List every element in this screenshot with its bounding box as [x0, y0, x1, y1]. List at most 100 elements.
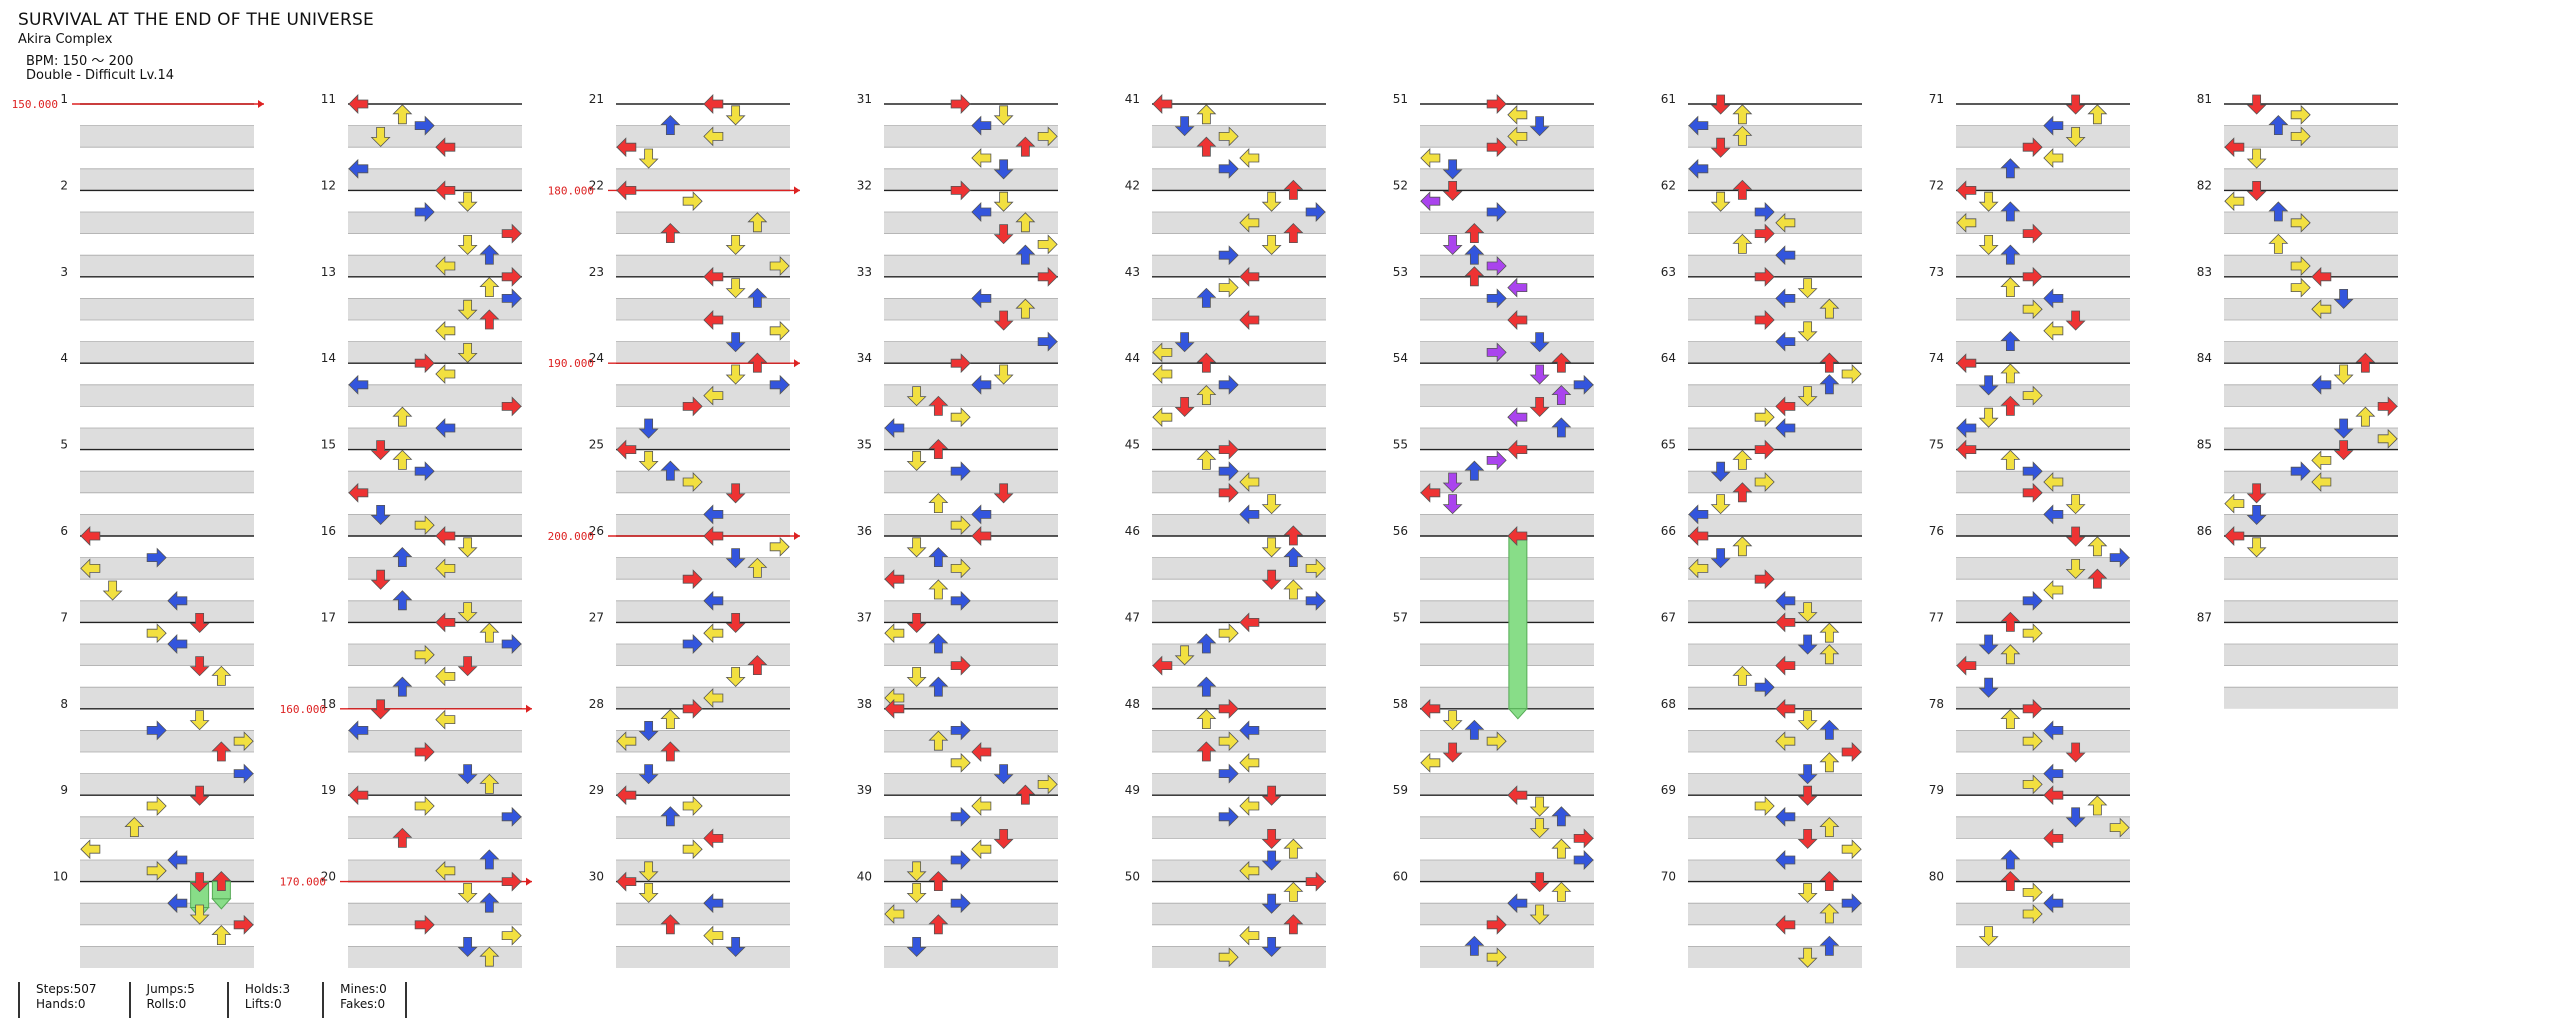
arrow-note [2000, 158, 2021, 179]
arrow-shape [1551, 385, 1572, 406]
arrow-note [2000, 709, 2021, 729]
arrow-shape [392, 449, 413, 470]
measure-number: 74 [1929, 351, 1944, 365]
arrow-shape [2043, 720, 2064, 741]
arrow-shape [2109, 547, 2130, 568]
beat-band [80, 514, 254, 536]
arrow-note [1420, 191, 1441, 212]
arrow-note [1841, 893, 1862, 914]
measure-number: 27 [589, 610, 604, 624]
arrow-note [1239, 720, 1260, 741]
arrow-shape [2065, 94, 2086, 115]
arrow-shape [211, 871, 232, 891]
measure-number: 23 [589, 265, 604, 279]
arrow-shape [993, 224, 1014, 245]
arrow-note [703, 590, 724, 611]
beat-band [2224, 341, 2398, 364]
arrow-note [1688, 115, 1709, 136]
arrow-shape [2290, 212, 2311, 233]
measure-number: 50 [1125, 870, 1140, 884]
arrow-note [1978, 407, 1999, 428]
arrow-note [725, 364, 746, 385]
beat-band [1688, 816, 1862, 839]
measure: 61 [1661, 92, 1862, 191]
measure: 74 [1929, 351, 2130, 450]
arrow-shape [1152, 94, 1173, 114]
arrow-note [1732, 125, 1753, 146]
beat-band [1688, 600, 1862, 623]
arrow-note [616, 785, 637, 806]
beat-band [1956, 384, 2130, 407]
arrow-note [1819, 903, 1840, 924]
arrow-shape [1015, 298, 1036, 319]
beat-band [884, 471, 1058, 493]
measure-number: 75 [1929, 438, 1944, 452]
arrow-shape [1261, 785, 1282, 806]
arrow-shape [1037, 234, 1058, 255]
arrow-note [2290, 461, 2311, 482]
measure-number: 66 [1661, 524, 1676, 538]
arrow-note [2355, 352, 2376, 373]
measure-number: 49 [1125, 783, 1140, 797]
bpm-label: 160.000 [280, 703, 326, 716]
arrow-note [189, 785, 210, 806]
arrow-shape [616, 439, 637, 460]
arrow-shape [1218, 806, 1239, 827]
beat-band [1152, 730, 1326, 752]
arrow-note [660, 709, 681, 729]
arrow-note [950, 558, 971, 579]
arrow-shape [2246, 148, 2267, 169]
arrow-note [2022, 385, 2043, 406]
arrow-note [1710, 461, 1731, 482]
arrow-shape [501, 223, 522, 244]
arrow-note [146, 860, 167, 881]
arrow-note [703, 126, 724, 147]
beat-band [1152, 860, 1326, 882]
arrow-shape [1507, 310, 1528, 330]
arrow-note [1507, 104, 1528, 125]
arrow-shape [1261, 569, 1282, 590]
arrow-note [2087, 568, 2108, 589]
beat-band [884, 168, 1058, 191]
measure: 76 [1929, 524, 2130, 623]
arrow-shape [501, 288, 522, 309]
arrow-shape [479, 773, 500, 794]
arrow-note [725, 332, 746, 353]
arrow-shape [950, 893, 971, 914]
arrow-note [928, 493, 949, 514]
arrow-note [2043, 785, 2064, 806]
arrow-note [1283, 914, 1304, 935]
beat-band [1420, 903, 1594, 925]
beat-band [348, 730, 522, 752]
arrow-note [1239, 472, 1260, 492]
measure-number: 52 [1393, 178, 1408, 192]
arrow-note [1551, 806, 1572, 827]
beat-band [884, 644, 1058, 666]
arrow-note [1819, 622, 1840, 643]
arrow-note [370, 569, 391, 590]
arrow-note [1551, 352, 1572, 373]
beat-band [884, 255, 1058, 277]
bpm-tick [526, 877, 532, 886]
arrow-note [1775, 731, 1796, 752]
arrow-note [660, 914, 681, 935]
arrow-note [435, 558, 456, 579]
arrow-note [1507, 439, 1528, 460]
arrow-shape [2333, 418, 2354, 439]
beat-band [1420, 557, 1594, 580]
arrow-note [1239, 612, 1260, 633]
beat-band [1420, 514, 1594, 536]
arrow-note [1819, 871, 1840, 891]
arrow-note [2043, 148, 2064, 168]
arrow-note [1218, 374, 1239, 395]
arrow-shape [435, 364, 456, 384]
arrow-note [1239, 212, 1260, 233]
arrow-note [747, 557, 768, 578]
arrow-shape [1754, 796, 1775, 816]
arrow-note [479, 849, 500, 870]
arrow-shape [2246, 180, 2267, 201]
arrow-note [638, 721, 659, 741]
arrow-note [1978, 375, 1999, 396]
arrow-shape [2022, 223, 2043, 244]
arrow-shape [928, 579, 949, 600]
